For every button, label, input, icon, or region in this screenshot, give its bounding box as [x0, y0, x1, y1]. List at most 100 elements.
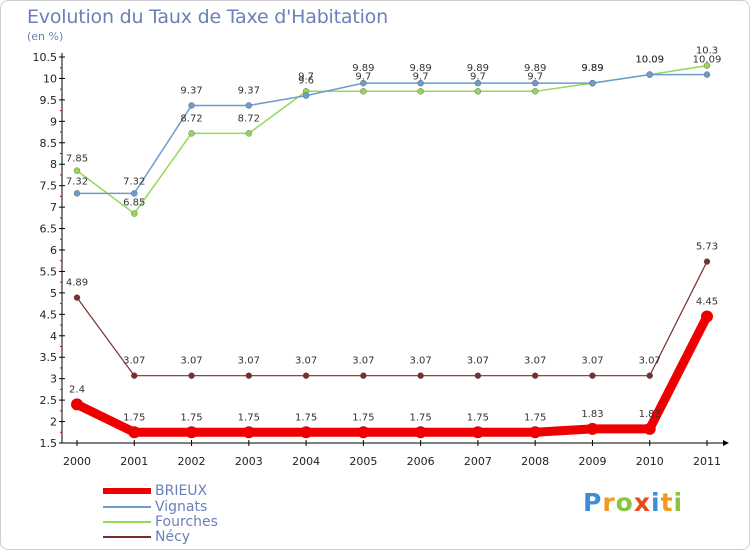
data-point	[188, 130, 195, 137]
y-tick-label: 9.5	[40, 94, 58, 107]
logo-letter: P	[583, 488, 603, 517]
data-label: 2.4	[69, 384, 85, 395]
data-point	[128, 426, 141, 439]
legend-label-0: BRIEUX	[155, 483, 208, 499]
data-label: 9.7	[527, 71, 543, 82]
data-point	[417, 79, 424, 87]
data-label: 7.85	[66, 154, 88, 165]
data-label: 9.37	[238, 85, 260, 96]
x-tick-label: 2002	[178, 455, 206, 468]
data-point	[643, 422, 656, 435]
y-tick-label: 1.5	[40, 437, 58, 450]
x-tick-label: 2004	[292, 455, 320, 468]
data-point	[417, 88, 424, 95]
data-label: 1.75	[467, 412, 489, 423]
data-label: 3.07	[352, 356, 374, 367]
data-label: 7.32	[66, 176, 88, 187]
x-tick-label: 2005	[349, 455, 377, 468]
data-point	[131, 372, 138, 379]
data-label: 9.7	[355, 71, 371, 82]
data-point	[360, 88, 367, 95]
data-label: 4.89	[66, 278, 88, 289]
x-tick-label: 2010	[636, 455, 664, 468]
logo-letter: t	[660, 488, 674, 517]
y-tick-label: 2.5	[40, 394, 58, 407]
series-line-2	[76, 64, 708, 215]
y-tick-label: 5.5	[40, 265, 58, 278]
x-tick-label: 2001	[120, 455, 148, 468]
y-tick-label: 4.5	[40, 308, 58, 321]
y-tick-label: 8	[50, 158, 57, 171]
data-label: 10.09	[635, 55, 664, 66]
data-point	[531, 79, 539, 87]
logo-letter: x	[633, 488, 651, 517]
axes: 1.5 2 2.5 3 3.5 4 4.5 5 5.5 6 6.5 7 7.5 8 8.5 9 9.5 10 10.…	[33, 51, 729, 468]
chart-title: Evolution du Taux de Taxe d'Habitation	[27, 6, 388, 28]
data-point	[245, 130, 253, 137]
data-label: 9.89	[352, 63, 374, 74]
data-label: 9.7	[470, 71, 486, 82]
data-point	[703, 258, 711, 265]
data-label: 9.7	[298, 71, 314, 82]
data-point	[131, 190, 138, 197]
data-label: 1.75	[238, 412, 260, 423]
data-point	[131, 210, 138, 217]
data-point	[73, 167, 81, 174]
data-point	[417, 372, 424, 379]
data-point	[646, 372, 653, 379]
data-point	[242, 426, 255, 439]
y-tick-label: 10.5	[33, 51, 58, 64]
data-point	[414, 426, 427, 439]
data-point	[188, 102, 195, 109]
data-label: 3.07	[295, 356, 317, 367]
data-label: 3.07	[180, 356, 202, 367]
data-label: 3.07	[467, 356, 489, 367]
legend-label-1: Vignats	[155, 499, 207, 515]
data-label: 1.75	[524, 412, 546, 423]
data-label: 3.07	[123, 356, 145, 367]
data-point	[471, 426, 484, 439]
data-point	[646, 71, 653, 78]
y-tick-label: 8.5	[40, 137, 58, 150]
data-label: 1.75	[295, 412, 317, 423]
data-label: 1.75	[410, 412, 432, 423]
data-label: 1.75	[352, 412, 374, 423]
x-tick-label: 2000	[63, 455, 91, 468]
series-line-1	[76, 73, 708, 195]
data-label: 3.07	[410, 356, 432, 367]
data-label: 9.89	[581, 63, 603, 74]
data-label: 3.07	[639, 356, 661, 367]
data-point	[529, 426, 542, 439]
data-label: 9.6	[298, 76, 314, 87]
data-point	[360, 372, 367, 379]
data-label: 5.73	[696, 242, 718, 253]
data-point	[185, 426, 198, 439]
data-label: 9.37	[180, 85, 202, 96]
data-point	[71, 398, 83, 411]
data-point	[245, 372, 253, 379]
x-axis-arrow	[723, 440, 729, 446]
data-point	[73, 190, 81, 197]
data-label: 9.89	[581, 63, 603, 74]
data-label: 9.7	[413, 71, 429, 82]
data-label: 10.09	[693, 55, 722, 66]
data-label: 9.89	[467, 63, 489, 74]
legend-label-3: Nécy	[155, 529, 190, 545]
y-tick-label: 3	[50, 373, 57, 386]
y-tick-label: 2	[50, 416, 57, 429]
y-tick-label: 3.5	[40, 351, 58, 364]
data-point	[357, 426, 370, 439]
y-tick-label: 6.5	[40, 223, 58, 236]
data-point	[701, 310, 713, 323]
data-label: 1.83	[639, 409, 661, 420]
data-label: 1.75	[180, 412, 202, 423]
data-point	[474, 79, 482, 87]
data-label: 4.45	[696, 296, 718, 307]
data-label: 3.07	[581, 356, 603, 367]
data-label: 7.32	[123, 176, 145, 187]
y-tick-label: 7	[50, 201, 57, 214]
x-tick-label: 2011	[693, 455, 721, 468]
